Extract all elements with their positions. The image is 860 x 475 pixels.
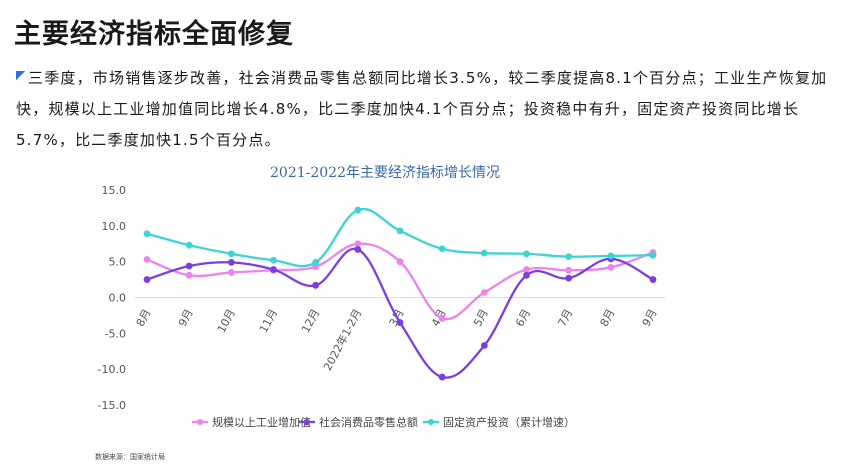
page-title: 主要经济指标全面修复	[14, 19, 294, 50]
data-point	[143, 276, 151, 283]
legend: 规模以上工业增加值 社会消费品零售总额 固定资产投资（累计增速）	[192, 415, 575, 429]
data-point	[227, 258, 235, 266]
legend-marker	[428, 419, 434, 425]
data-point	[480, 289, 488, 296]
data-point	[143, 230, 151, 238]
data-point	[607, 252, 615, 260]
chart-title: 2021-2022年主要经济指标增长情况	[270, 165, 500, 181]
data-point	[438, 245, 446, 253]
data-point	[312, 281, 320, 289]
y-tick-label: -5.0	[105, 327, 126, 340]
legend-item: 固定资产投资（累计增速）	[423, 415, 575, 429]
data-point	[565, 266, 573, 274]
data-point	[396, 227, 404, 235]
x-tick-label: 5月	[471, 307, 491, 329]
series-line	[146, 207, 654, 268]
x-tick-label: 12月	[299, 307, 322, 335]
data-point	[312, 258, 320, 266]
legend-item: 社会消费品零售总额	[299, 415, 418, 429]
data-point	[354, 246, 362, 253]
y-axis: 15.0 10.0 5.0 0.0 -5.0 -10.0 -15.0	[98, 184, 126, 412]
series-line	[146, 242, 654, 321]
x-tick-label: 8月	[598, 307, 618, 329]
y-tick-label: 10.0	[102, 220, 127, 233]
series-2	[143, 206, 657, 268]
data-point	[649, 251, 657, 259]
x-tick-label: 6月	[513, 307, 533, 329]
legend-label: 规模以上工业增加值	[212, 415, 311, 429]
series-1	[143, 246, 657, 381]
line-chart: 2021-2022年主要经济指标增长情况 15.0 10.0 5.0 0.0 -5.0 -…	[98, 165, 665, 429]
data-point	[354, 240, 362, 248]
x-tick-label: 7月	[555, 307, 575, 329]
data-point	[354, 206, 362, 214]
x-tick-label: 9月	[640, 307, 660, 329]
legend-label: 社会消费品零售总额	[319, 415, 418, 429]
y-tick-label: -15.0	[98, 399, 126, 412]
data-point	[523, 266, 530, 273]
data-point	[607, 264, 615, 271]
data-point	[396, 258, 404, 266]
x-tick-label: 11月	[257, 307, 280, 335]
data-point	[396, 319, 404, 326]
data-point	[185, 262, 193, 270]
y-tick-label: 5.0	[109, 256, 127, 269]
legend-label: 固定资产投资（累计增速）	[443, 415, 575, 429]
intro-paragraph: 三季度，市场销售逐步改善，社会消费品零售总额同比增长3.5%，较二季度提高8.1…	[16, 63, 838, 156]
data-point	[523, 250, 530, 258]
data-point	[270, 266, 277, 273]
bullet-icon	[16, 71, 25, 80]
data-point	[438, 373, 446, 381]
y-tick-label: -10.0	[98, 363, 126, 376]
source-note: 数据来源：国家统计局	[95, 453, 165, 461]
data-point	[143, 256, 151, 263]
data-point	[480, 249, 488, 257]
data-point	[185, 241, 193, 249]
data-point	[227, 250, 235, 258]
x-tick-label: 10月	[215, 307, 238, 335]
y-tick-label: 15.0	[102, 184, 127, 197]
x-tick-label: 2022年1-2月	[320, 306, 364, 373]
data-point	[480, 342, 488, 349]
y-tick-label: 0.0	[109, 292, 127, 305]
intro-text: 三季度，市场销售逐步改善，社会消费品零售总额同比增长3.5%，较二季度提高8.1…	[16, 69, 828, 149]
data-point	[270, 256, 277, 264]
legend-marker	[304, 419, 310, 425]
series-layer	[143, 206, 657, 381]
legend-marker	[197, 419, 203, 425]
data-point	[438, 314, 446, 322]
data-point	[227, 269, 235, 276]
data-point	[565, 274, 573, 282]
data-point	[523, 271, 530, 279]
x-tick-label: 8月	[134, 307, 154, 329]
legend-item: 规模以上工业增加值	[192, 415, 311, 429]
data-point	[185, 271, 193, 279]
x-tick-label: 9月	[176, 307, 196, 329]
data-point	[565, 253, 573, 261]
data-point	[649, 276, 657, 283]
